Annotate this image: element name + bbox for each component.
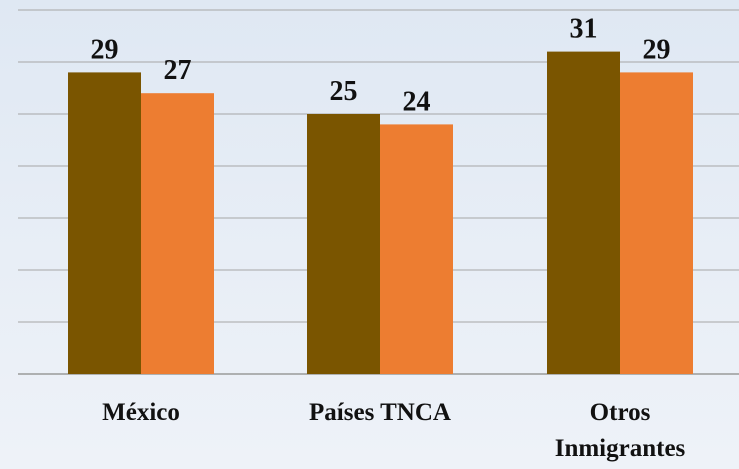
category-label: México <box>102 399 180 426</box>
bar <box>141 93 214 374</box>
data-label: 25 <box>330 76 358 107</box>
category-label: Países TNCA <box>309 399 451 426</box>
bar <box>547 51 620 374</box>
data-label: 31 <box>570 14 598 45</box>
data-label: 27 <box>164 55 192 86</box>
data-label: 29 <box>91 34 119 65</box>
data-label: 29 <box>643 34 671 65</box>
value-labels: 29 27 25 24 31 29 <box>91 14 671 118</box>
category-label: Otros <box>590 399 651 426</box>
bar <box>307 114 380 374</box>
bar <box>380 124 453 375</box>
bar <box>68 72 141 375</box>
bars <box>68 51 693 375</box>
bar <box>620 72 693 375</box>
data-label: 24 <box>403 86 431 117</box>
category-label: Inmigrantes <box>555 435 686 462</box>
category-labels: México Países TNCA Otros Inmigrantes <box>102 399 685 462</box>
